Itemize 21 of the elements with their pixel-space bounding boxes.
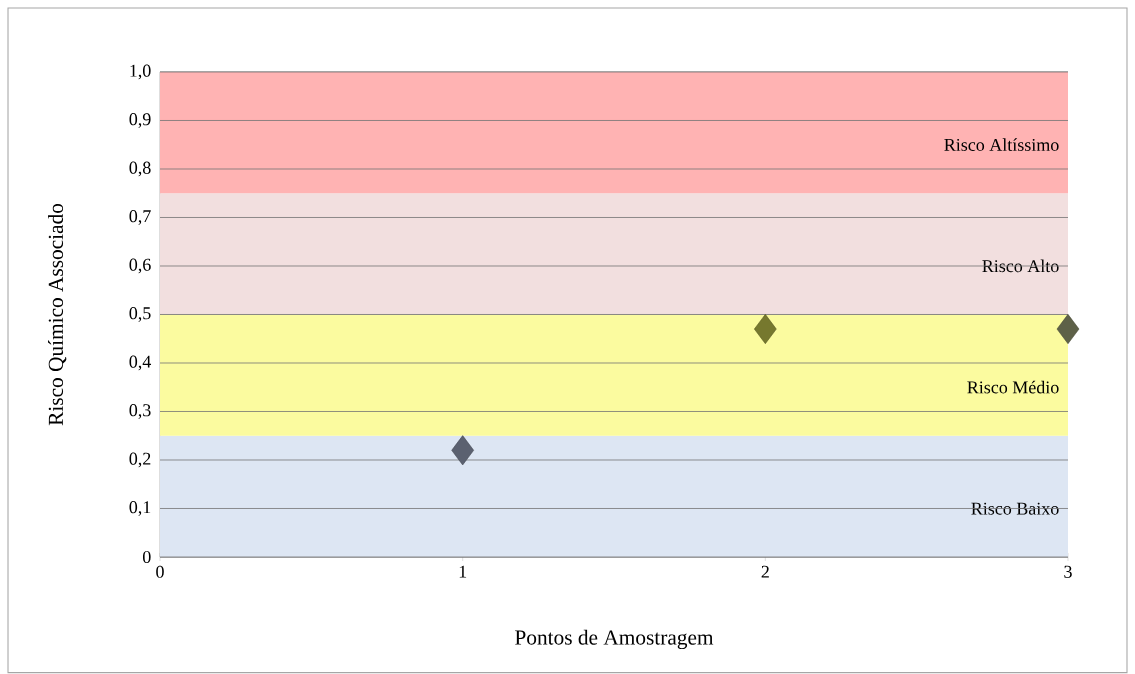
x-tick-label: 3 xyxy=(1064,565,1072,578)
y-tick-label: 0,4 xyxy=(129,355,152,371)
band-label: Risco Baixo xyxy=(971,502,1059,515)
y-tick-label: 0,7 xyxy=(129,210,151,225)
x-tick-label: 1 xyxy=(459,565,467,578)
band-label: Risco Altíssimo xyxy=(944,138,1059,151)
y-tick-label: 0,3 xyxy=(129,404,151,419)
y-tick-label: 0,2 xyxy=(129,452,151,468)
band-label: Risco Alto xyxy=(982,259,1059,273)
x-axis-title: Pontos de Amostragem xyxy=(515,629,714,650)
y-tick-label: 0,5 xyxy=(129,307,151,322)
y-tick-label: 0,1 xyxy=(129,501,151,516)
y-tick-label: 0,6 xyxy=(129,258,151,274)
y-tick-label: 1,0 xyxy=(130,64,151,80)
y-tick-label: 0,9 xyxy=(129,113,151,128)
band-label: Risco Médio xyxy=(967,380,1059,394)
x-tick-label: 2 xyxy=(761,565,769,578)
y-axis-title: Risco Químico Associado xyxy=(48,203,67,426)
y-tick-label: 0,8 xyxy=(129,161,151,177)
x-tick-label: 0 xyxy=(156,565,164,578)
y-tick-label: 0 xyxy=(142,550,151,564)
